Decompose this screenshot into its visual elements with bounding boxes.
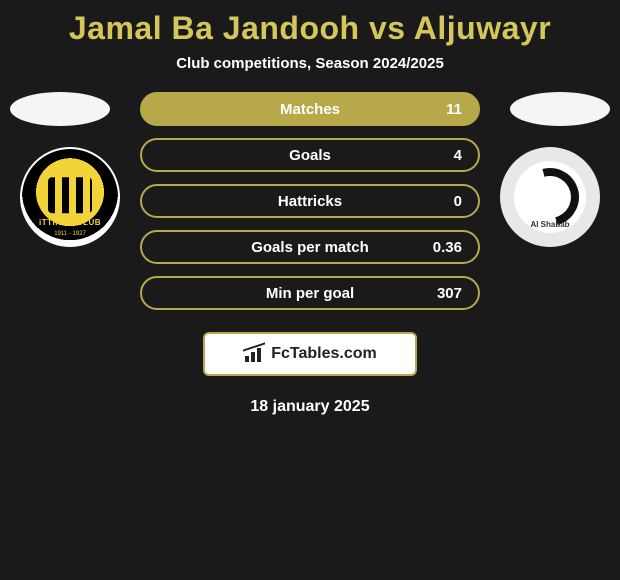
stat-row-goals-per-match: Goals per match 0.36 — [140, 230, 480, 264]
stat-value: 11 — [446, 101, 462, 118]
content-area: iTTIHAD CLUB 1911 - 1927 Al Shabab Match… — [0, 92, 620, 416]
player2-name: Aljuwayr — [414, 10, 551, 46]
stat-label: Goals per match — [251, 239, 369, 256]
stat-row-min-per-goal: Min per goal 307 — [140, 276, 480, 310]
branding-text: FcTables.com — [271, 345, 377, 363]
badge-left-year: 1911 - 1927 — [54, 231, 86, 237]
stat-label: Goals — [289, 147, 331, 164]
badge-right-text: Al Shabab — [530, 220, 569, 229]
branding-badge[interactable]: FcTables.com — [203, 332, 417, 376]
stat-row-hattricks: Hattricks 0 — [140, 184, 480, 218]
stats-list: Matches 11 Goals 4 Hattricks 0 Goals per… — [140, 92, 480, 310]
stat-value: 0 — [454, 193, 462, 210]
subtitle: Club competitions, Season 2024/2025 — [0, 55, 620, 72]
club-badge-right: Al Shabab — [500, 147, 600, 247]
footer-date: 18 january 2025 — [10, 398, 610, 416]
player1-name: Jamal Ba Jandooh — [69, 10, 360, 46]
flag-left-ellipse — [10, 92, 110, 126]
chart-icon — [243, 346, 265, 362]
flag-right-ellipse — [510, 92, 610, 126]
stat-label: Hattricks — [278, 193, 342, 210]
stat-value: 307 — [437, 285, 462, 302]
club-badge-left: iTTIHAD CLUB 1911 - 1927 — [20, 147, 120, 247]
stat-label: Min per goal — [266, 285, 354, 302]
stat-row-matches: Matches 11 — [140, 92, 480, 126]
badge-left-text: iTTIHAD CLUB — [39, 218, 101, 227]
ittihad-stripes-icon — [48, 177, 92, 213]
stat-label: Matches — [280, 101, 340, 118]
page-title: Jamal Ba Jandooh vs Aljuwayr — [0, 0, 620, 55]
stat-value: 4 — [454, 147, 462, 164]
badge-right-graphic: Al Shabab — [514, 161, 586, 233]
vs-label: vs — [369, 10, 406, 46]
badge-left-graphic: iTTIHAD CLUB 1911 - 1927 — [22, 149, 118, 245]
stat-row-goals: Goals 4 — [140, 138, 480, 172]
stat-value: 0.36 — [433, 239, 462, 256]
